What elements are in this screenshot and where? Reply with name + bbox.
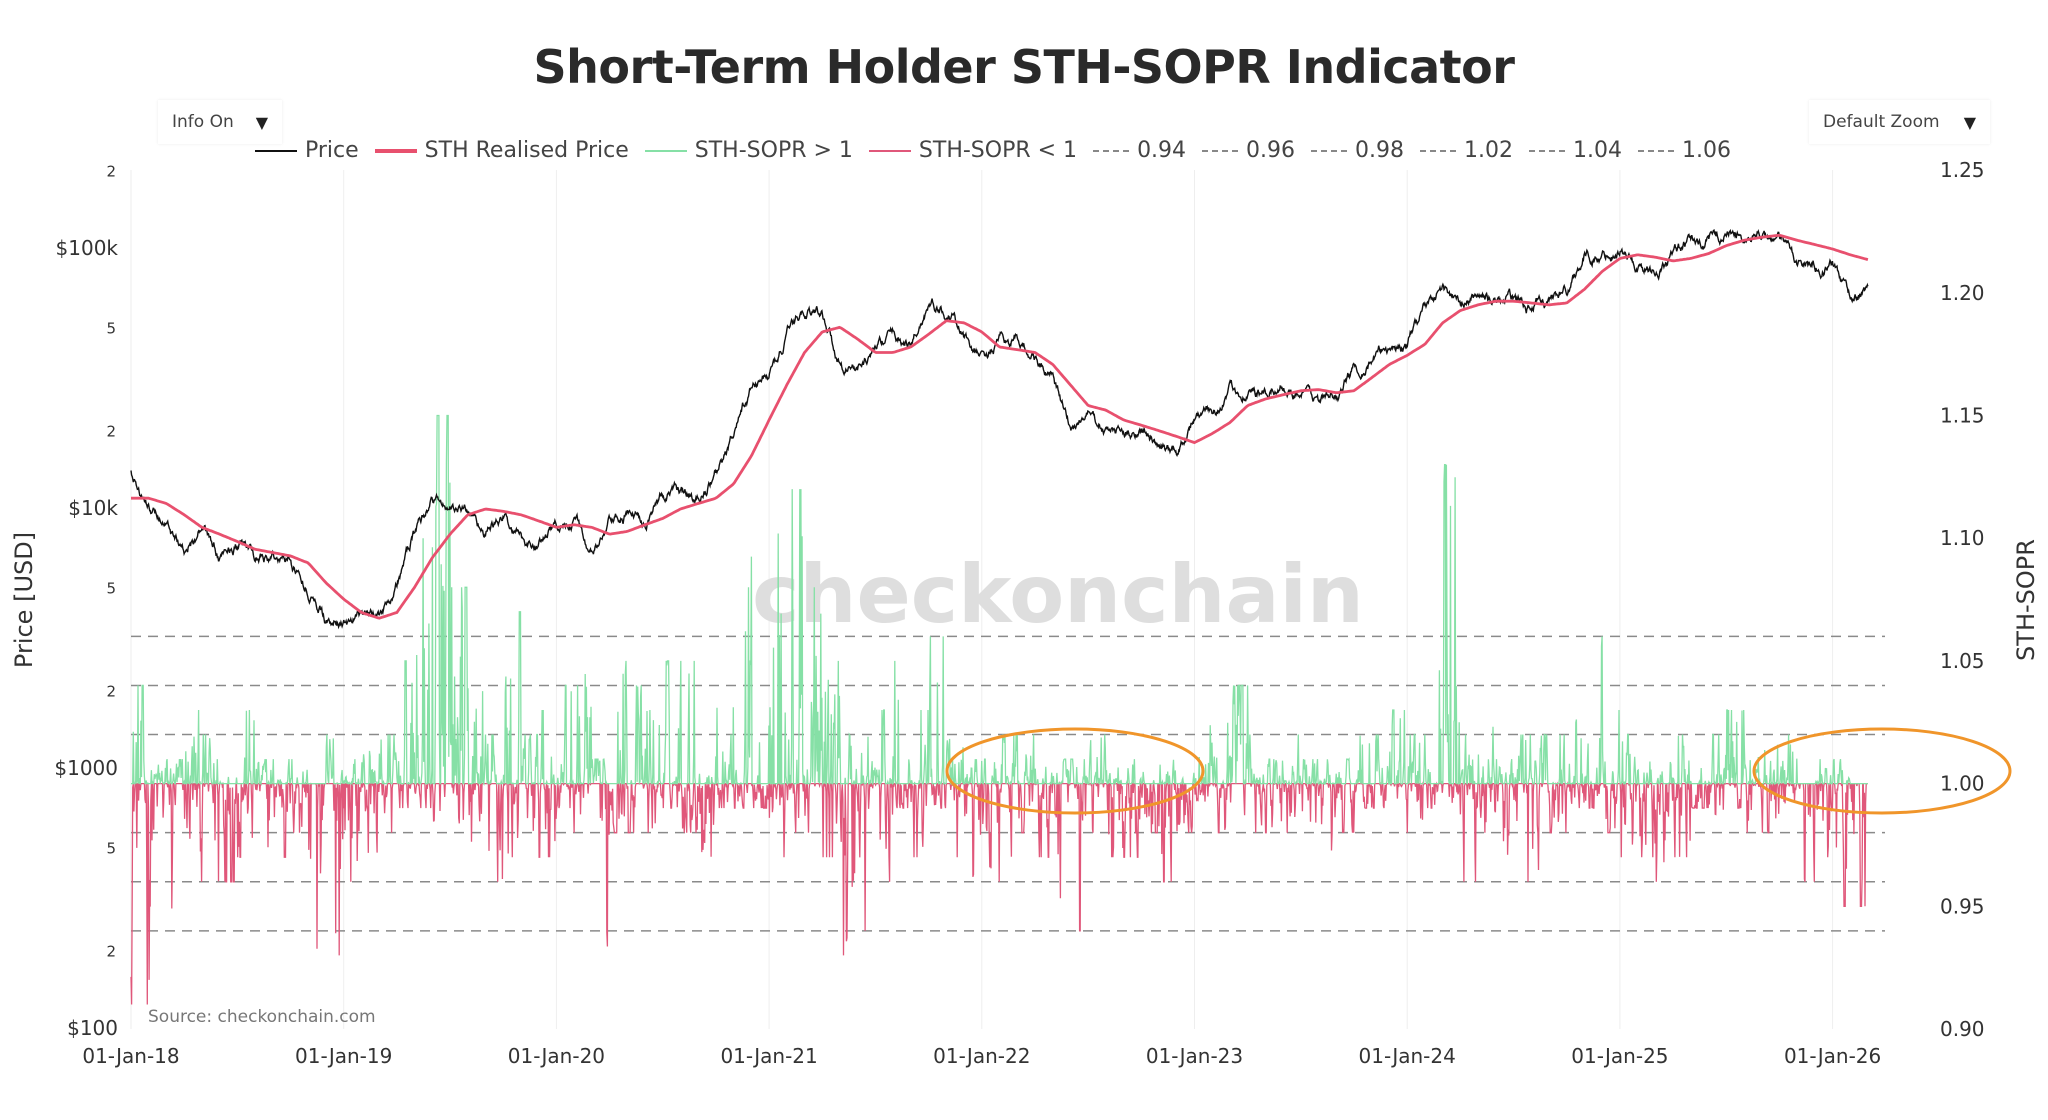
legend-label: STH-SOPR > 1 (694, 138, 853, 163)
y-left-tick-label: 2 (106, 423, 116, 441)
legend-item[interactable]: 1.04 (1529, 138, 1622, 163)
legend-swatch (644, 149, 687, 152)
legend-item[interactable]: Price (255, 138, 359, 163)
legend-item[interactable]: 1.02 (1420, 138, 1513, 163)
annotation-ellipse (945, 727, 1205, 815)
legend-swatch (255, 149, 297, 152)
x-tick-label: 01-Jan-19 (295, 1044, 392, 1068)
y-right-tick-label: 1.20 (1940, 281, 1985, 305)
y-left-tick-label: 2 (106, 163, 116, 181)
x-tick-label: 01-Jan-18 (82, 1044, 179, 1068)
triangle-down-icon: ▼ (255, 112, 268, 132)
y-right-tick-label: 1.15 (1940, 404, 1985, 428)
y-right-tick-label: 1.05 (1940, 649, 1985, 673)
y-left-tick-label: 2 (106, 683, 116, 701)
legend-swatch (1420, 149, 1457, 152)
y-right-tick-label: 1.10 (1940, 526, 1985, 550)
x-tick-label: 01-Jan-24 (1359, 1044, 1456, 1068)
zoom-dropdown[interactable]: Default Zoom ▼ (1809, 100, 1990, 144)
legend-item[interactable]: 0.98 (1311, 138, 1404, 163)
y-left-tick-label: $100k (56, 236, 119, 260)
legend-label: 0.94 (1137, 138, 1187, 163)
legend-swatch (1311, 149, 1348, 152)
info-toggle-label: Info On (172, 112, 234, 132)
legend-label: 0.96 (1246, 138, 1296, 163)
annotation-ellipse (1752, 727, 2012, 815)
legend-item[interactable]: 0.94 (1093, 138, 1186, 163)
y-left-tick-label: $10k (68, 496, 118, 520)
legend-label: 1.02 (1464, 138, 1513, 163)
y-right-tick-label: 0.95 (1940, 894, 1985, 918)
zoom-label: Default Zoom (1823, 112, 1940, 132)
x-tick-label: 01-Jan-22 (933, 1044, 1030, 1068)
y-right-axis-title: STH-SOPR (2012, 539, 2040, 661)
x-tick-label: 01-Jan-20 (508, 1044, 605, 1068)
y-right-tick-label: 1.25 (1940, 158, 1985, 182)
y-left-axis-title: Price [USD] (10, 532, 38, 668)
y-left-tick-label: $100 (67, 1016, 118, 1040)
sopr-above-1-line (131, 414, 1868, 787)
legend-item[interactable]: STH Realised Price (374, 138, 629, 163)
legend-label: STH Realised Price (424, 138, 629, 163)
y-left-tick-label: $1000 (54, 756, 118, 780)
legend-label: 1.04 (1573, 138, 1622, 163)
triangle-down-icon: ▼ (1963, 112, 1976, 132)
legend-item[interactable]: 1.06 (1637, 138, 1731, 163)
legend-swatch (1637, 149, 1674, 152)
legend-item[interactable]: STH-SOPR > 1 (644, 138, 853, 163)
legend-label: 0.98 (1355, 138, 1405, 163)
watermark-logo: checkonchain (752, 548, 1364, 641)
y-left-tick-label: 2 (106, 943, 116, 961)
legend: Price STH Realised Price STH-SOPR > 1 STH-S… (255, 138, 1747, 163)
sth-realised-price-line (131, 233, 1869, 620)
legend-label: STH-SOPR < 1 (918, 138, 1078, 163)
legend-swatch (868, 149, 911, 152)
y-left-tick-label: 5 (106, 319, 116, 337)
y-right-tick-label: 0.90 (1940, 1017, 1985, 1041)
x-tick-label: 01-Jan-21 (720, 1044, 817, 1068)
legend-label: Price (305, 138, 359, 163)
price-line (130, 228, 1869, 630)
y-left-tick-label: 5 (106, 579, 116, 597)
x-tick-label: 01-Jan-25 (1571, 1044, 1668, 1068)
legend-swatch (1529, 149, 1565, 152)
y-right-tick-label: 1.00 (1940, 772, 1985, 796)
legend-swatch (374, 148, 417, 153)
sopr-below-1-line (130, 781, 1868, 1005)
legend-item[interactable]: STH-SOPR < 1 (868, 138, 1078, 163)
source-label: Source: checkonchain.com (148, 1007, 376, 1027)
legend-label: 1.06 (1681, 138, 1731, 163)
x-tick-label: 01-Jan-26 (1784, 1044, 1881, 1068)
y-left-tick-label: 5 (106, 839, 116, 857)
legend-swatch (1093, 149, 1130, 152)
x-tick-label: 01-Jan-23 (1146, 1044, 1243, 1068)
chart-title: Short-Term Holder STH-SOPR Indicator (533, 40, 1515, 94)
info-toggle-dropdown[interactable]: Info On ▼ (158, 100, 282, 144)
legend-swatch (1202, 149, 1239, 152)
legend-item[interactable]: 0.96 (1202, 138, 1295, 163)
